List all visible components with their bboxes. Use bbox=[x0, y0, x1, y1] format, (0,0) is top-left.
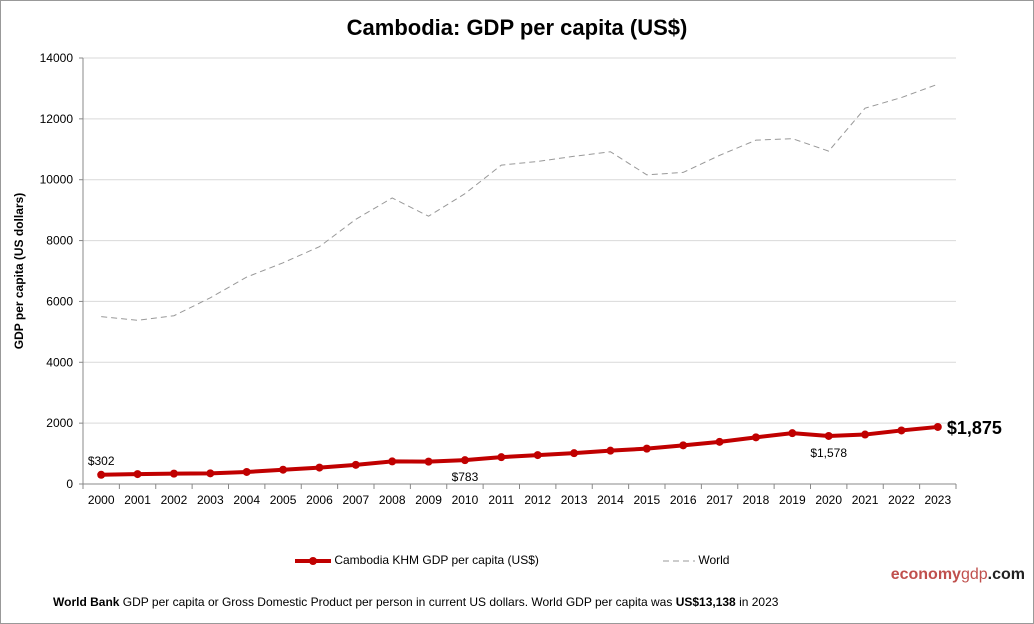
footer-note: World Bank GDP per capita or Gross Domes… bbox=[53, 595, 779, 609]
data-point-cambodia bbox=[606, 446, 615, 455]
annotation-label: $1,578 bbox=[810, 446, 847, 460]
y-axis-label: GDP per capita (US dollars) bbox=[12, 193, 26, 350]
y-tick-label: 14000 bbox=[40, 51, 74, 65]
series-line-world bbox=[101, 83, 938, 321]
chart-title: Cambodia: GDP per capita (US$) bbox=[346, 15, 688, 40]
x-tick-label: 2023 bbox=[924, 493, 951, 507]
brand-logo: economygdp.com bbox=[890, 566, 1025, 583]
x-tick-label: 2016 bbox=[670, 493, 697, 507]
data-point-cambodia bbox=[460, 456, 469, 465]
x-tick-label: 2018 bbox=[743, 493, 770, 507]
x-tick-label: 2022 bbox=[888, 493, 915, 507]
y-tick-label: 2000 bbox=[46, 416, 73, 430]
x-tick-label: 2008 bbox=[379, 493, 406, 507]
x-tick-label: 2015 bbox=[633, 493, 660, 507]
series-line-cambodia bbox=[101, 424, 939, 477]
x-tick-label: 2009 bbox=[415, 493, 442, 507]
data-point-cambodia bbox=[133, 470, 142, 479]
data-point-cambodia bbox=[315, 463, 324, 472]
x-tick-label: 2017 bbox=[706, 493, 733, 507]
x-tick-label: 2002 bbox=[161, 493, 188, 507]
x-tick-label: 2001 bbox=[124, 493, 151, 507]
y-tick-label: 10000 bbox=[40, 173, 74, 187]
data-point-cambodia bbox=[533, 451, 542, 460]
data-point-cambodia bbox=[570, 449, 579, 458]
data-point-cambodia bbox=[788, 429, 797, 438]
data-point-cambodia bbox=[679, 441, 688, 450]
x-tick-label: 2006 bbox=[306, 493, 333, 507]
data-point-cambodia bbox=[242, 467, 251, 476]
line-chart: 0 2000 4000 6000 8000 10000 12000 14000 2000 2001… bbox=[12, 51, 1002, 507]
data-point-cambodia bbox=[933, 422, 942, 431]
data-point-cambodia bbox=[715, 437, 724, 446]
x-tick-label: 2003 bbox=[197, 493, 224, 507]
y-tick-label: 8000 bbox=[46, 234, 73, 248]
annotation-label: $783 bbox=[452, 470, 479, 484]
y-tick-label: 4000 bbox=[46, 355, 73, 369]
y-tick-label: 12000 bbox=[40, 112, 74, 126]
data-point-cambodia bbox=[169, 469, 178, 478]
x-tick-label: 2007 bbox=[342, 493, 369, 507]
legend-marker-cambodia bbox=[295, 556, 331, 565]
x-tick-label: 2000 bbox=[88, 493, 115, 507]
x-tick-label: 2019 bbox=[779, 493, 806, 507]
x-tick-label: 2012 bbox=[524, 493, 551, 507]
data-point-cambodia bbox=[897, 426, 906, 435]
legend-label-world: World bbox=[698, 553, 730, 567]
data-point-cambodia bbox=[424, 457, 433, 466]
x-tick-label: 2010 bbox=[452, 493, 479, 507]
data-point-cambodia bbox=[388, 457, 397, 466]
data-point-cambodia bbox=[97, 470, 106, 479]
x-tick-label: 2013 bbox=[561, 493, 588, 507]
data-point-cambodia bbox=[824, 431, 833, 440]
legend-item-cambodia: Cambodia KHM GDP per capita (US$) bbox=[295, 553, 539, 568]
data-point-cambodia bbox=[642, 444, 651, 453]
data-point-cambodia bbox=[279, 465, 288, 474]
annotation-label: $302 bbox=[88, 454, 115, 468]
x-tick-label: 2004 bbox=[233, 493, 260, 507]
legend-item-world: World bbox=[663, 553, 729, 568]
x-tick-label: 2005 bbox=[270, 493, 297, 507]
y-tick-label: 0 bbox=[66, 477, 73, 491]
x-tick-label: 2011 bbox=[488, 493, 514, 507]
x-tick-label: 2020 bbox=[815, 493, 842, 507]
data-point-cambodia bbox=[497, 453, 506, 462]
legend-marker-world bbox=[663, 560, 695, 562]
y-tick-label: 6000 bbox=[46, 294, 73, 308]
annotation-last-value: $1,875 bbox=[947, 418, 1002, 438]
x-tick-label: 2014 bbox=[597, 493, 624, 507]
x-tick-label: 2021 bbox=[852, 493, 879, 507]
data-point-cambodia bbox=[206, 469, 215, 478]
legend-label-cambodia: Cambodia KHM GDP per capita (US$) bbox=[334, 553, 539, 567]
data-point-cambodia bbox=[861, 430, 870, 439]
data-point-cambodia bbox=[751, 433, 760, 442]
data-point-cambodia bbox=[351, 460, 360, 469]
